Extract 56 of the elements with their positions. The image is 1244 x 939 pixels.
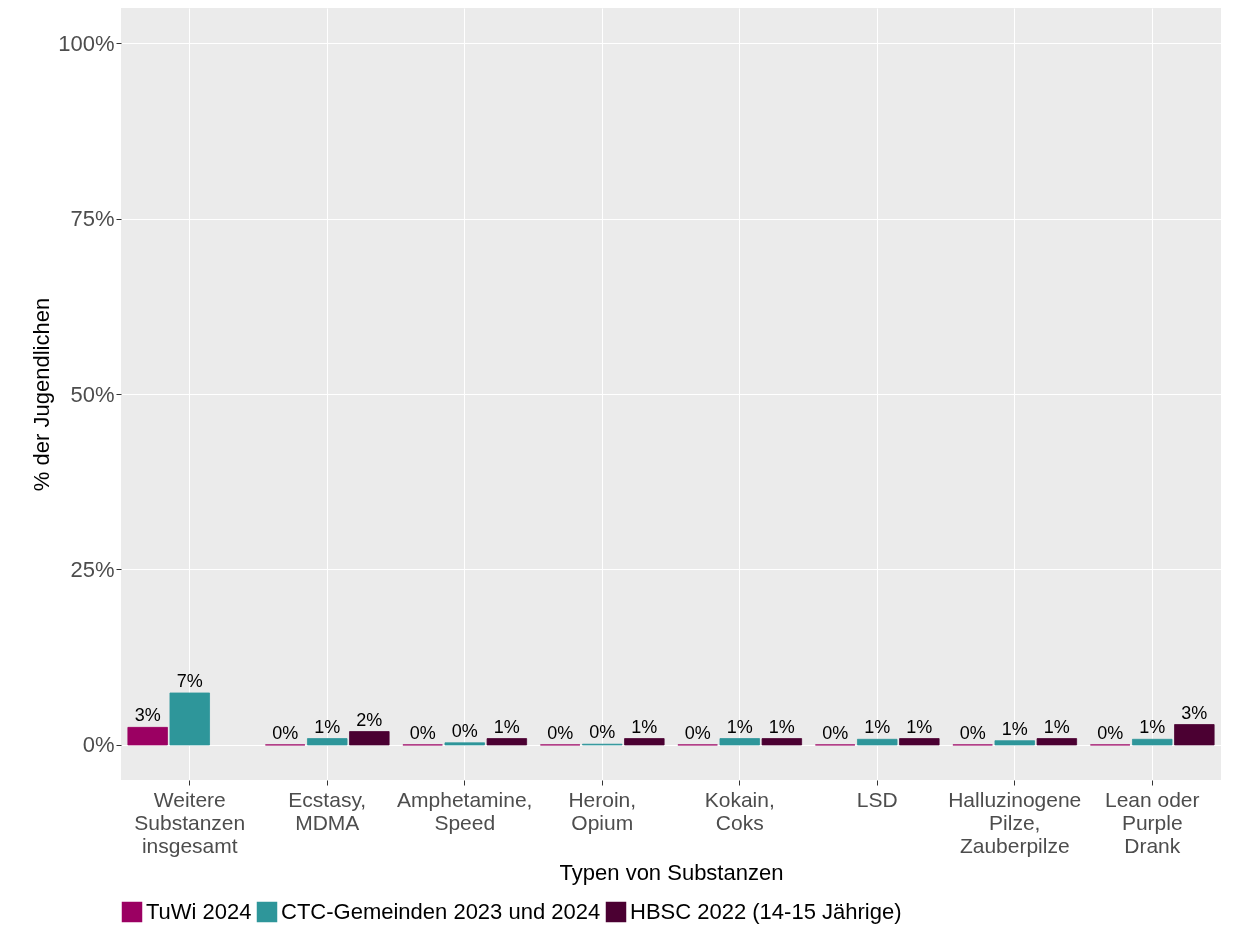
- x-tick-label: LSD: [856, 787, 898, 811]
- data-label: 1%: [631, 716, 658, 737]
- data-label: 1%: [768, 716, 795, 737]
- data-label: 1%: [864, 717, 891, 738]
- data-label: 1%: [1001, 718, 1028, 739]
- bar: [761, 738, 803, 746]
- x-axis-title: Typen von Substanzen: [559, 859, 784, 885]
- data-label: 7%: [176, 670, 203, 691]
- legend-label: CTC-Gemeinden 2023 und 2024: [281, 899, 601, 924]
- data-label: 1%: [493, 716, 520, 737]
- data-label: 3%: [1181, 702, 1208, 723]
- data-label: 1%: [726, 716, 753, 737]
- data-label: 1%: [314, 716, 341, 737]
- data-label: 0%: [1097, 722, 1124, 743]
- y-tick-label: 100%: [58, 30, 115, 56]
- bar: [486, 738, 528, 746]
- y-tick-label: 25%: [70, 556, 115, 582]
- legend-label: TuWi 2024: [146, 899, 252, 924]
- bar: [169, 692, 210, 746]
- bar: [1036, 738, 1078, 746]
- data-label: 0%: [272, 722, 299, 743]
- data-label: 2%: [356, 709, 383, 730]
- x-tick-label: Lean oder Purple Drank: [1104, 787, 1200, 857]
- data-label: 0%: [959, 722, 986, 743]
- data-label: 0%: [451, 720, 478, 741]
- x-tick-label: Kokain, Coks: [704, 787, 775, 834]
- bar: [719, 738, 760, 746]
- x-tick-label: Weitere Substanzen insgesamt: [134, 787, 246, 857]
- data-label: 1%: [906, 716, 933, 737]
- data-label: 0%: [684, 722, 711, 743]
- bar: [624, 738, 665, 746]
- y-tick-label: 75%: [70, 206, 115, 232]
- bar: [349, 731, 390, 746]
- bar: [857, 738, 898, 746]
- bar: [1174, 724, 1215, 746]
- bar: [307, 738, 348, 746]
- bar: [127, 726, 168, 746]
- data-label: 0%: [589, 722, 616, 743]
- bar: [444, 742, 485, 746]
- bar: [994, 740, 1035, 746]
- x-tick-label: Ecstasy, MDMA: [288, 787, 367, 834]
- bar: [1132, 738, 1173, 746]
- bar: [899, 738, 940, 746]
- data-label: 1%: [1043, 716, 1070, 737]
- x-tick-label: Halluzinogene Pilze, Zauberpilze: [948, 787, 1082, 857]
- data-label: 0%: [409, 722, 436, 743]
- x-tick-label: Heroin, Opium: [568, 787, 637, 834]
- y-tick-label: 0%: [82, 732, 115, 758]
- data-label: 3%: [134, 705, 161, 726]
- x-tick-label: Amphetamine, Speed: [397, 787, 533, 834]
- y-tick-label: 50%: [70, 381, 115, 407]
- y-axis-title: % der Jugendlichen: [29, 297, 55, 492]
- legend-label: HBSC 2022 (14-15 Jährige): [630, 899, 902, 924]
- data-label: 0%: [547, 722, 574, 743]
- data-label: 0%: [822, 722, 849, 743]
- data-label: 1%: [1139, 717, 1166, 738]
